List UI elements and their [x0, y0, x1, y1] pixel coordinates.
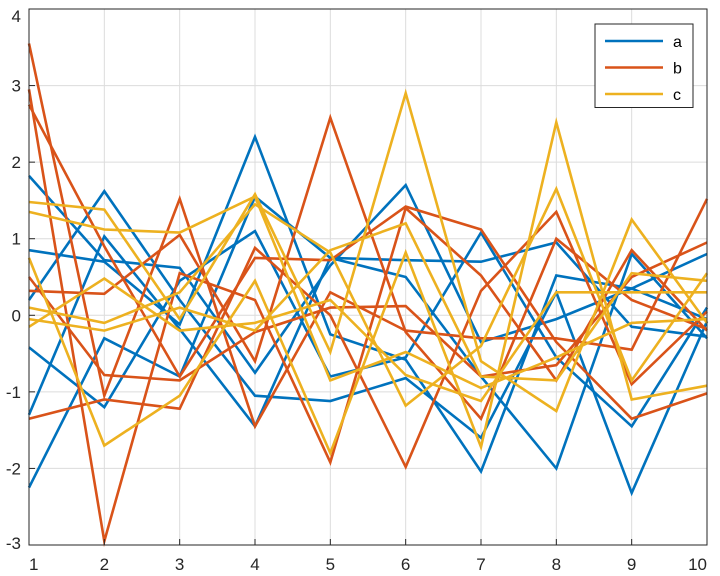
x-tick-label: 9 [627, 555, 636, 574]
x-tick-label: 1 [29, 555, 38, 574]
legend-label-b: b [673, 61, 682, 78]
series-line-a-5 [27, 233, 708, 472]
x-tick-label: 2 [100, 555, 109, 574]
x-tick-label: 6 [401, 555, 410, 574]
series-line-c-16 [28, 221, 708, 382]
series-line-b-7 [27, 43, 709, 430]
axes-box [28, 8, 708, 546]
series-line-b-8 [27, 104, 708, 421]
legend-label-c: c [673, 87, 681, 104]
y-tick-label: 3 [12, 77, 21, 96]
x-tick-label: 8 [552, 555, 561, 574]
series-line-c-14 [27, 116, 708, 457]
y-axis-ticks: -3 -2 -1 0 1 2 3 4 [6, 7, 35, 553]
y-tick-label: -3 [6, 534, 21, 553]
legend: abc [594, 23, 694, 108]
y-tick-label: 1 [12, 230, 21, 249]
y-tick-label: -1 [6, 383, 21, 402]
x-tick-label: 5 [326, 555, 335, 574]
series-line-c-13 [28, 88, 709, 413]
y-tick-label: 4 [12, 7, 21, 26]
legend-label-a: a [673, 34, 682, 51]
x-tick-label: 10 [688, 555, 707, 574]
x-tick-label: 3 [175, 555, 184, 574]
y-tick-label: -2 [6, 459, 21, 478]
series-line-c-18 [28, 276, 707, 403]
y-tick-label: 0 [12, 306, 21, 325]
x-tick-label: 7 [476, 555, 485, 574]
series-line-c-17 [28, 194, 708, 390]
series-line-c-15 [28, 185, 709, 408]
series-line-b-12 [27, 241, 708, 382]
x-tick-label: 4 [250, 555, 259, 574]
series-layer [27, 43, 709, 548]
x-axis-ticks: 1 2 3 4 5 6 7 8 9 10 [28, 539, 708, 574]
y-tick-label: 2 [12, 153, 21, 172]
plot-area [29, 9, 707, 545]
